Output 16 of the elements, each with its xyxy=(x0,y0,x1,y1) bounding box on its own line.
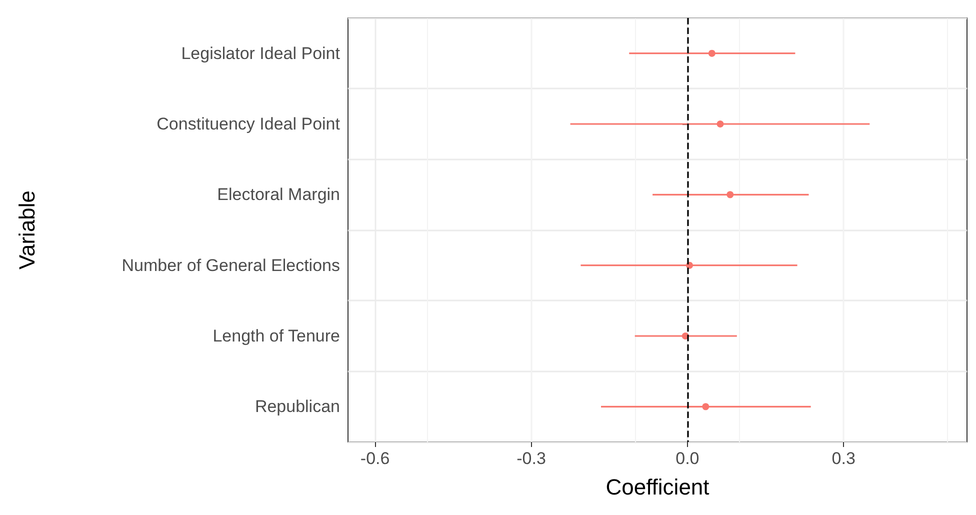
x-tick-label: -0.3 xyxy=(516,449,546,468)
y-tick-label: Length of Tenure xyxy=(212,326,340,346)
x-tick-label: -0.6 xyxy=(360,449,390,468)
y-axis-title: Variable xyxy=(14,190,40,270)
x-axis-title: Coefficient xyxy=(606,474,710,500)
x-tick-label: 0.0 xyxy=(676,449,700,468)
y-tick-label: Electoral Margin xyxy=(217,185,340,204)
x-tick-label: 0.3 xyxy=(832,449,856,468)
point xyxy=(708,50,716,57)
point xyxy=(726,191,734,198)
point xyxy=(702,403,710,410)
y-tick-label: Constituency Ideal Point xyxy=(156,114,340,134)
y-tick-label: Number of General Elections xyxy=(122,256,340,275)
point xyxy=(716,120,724,128)
y-tick-label: Legislator Ideal Point xyxy=(181,44,340,63)
y-tick-label: Republican xyxy=(254,397,340,416)
